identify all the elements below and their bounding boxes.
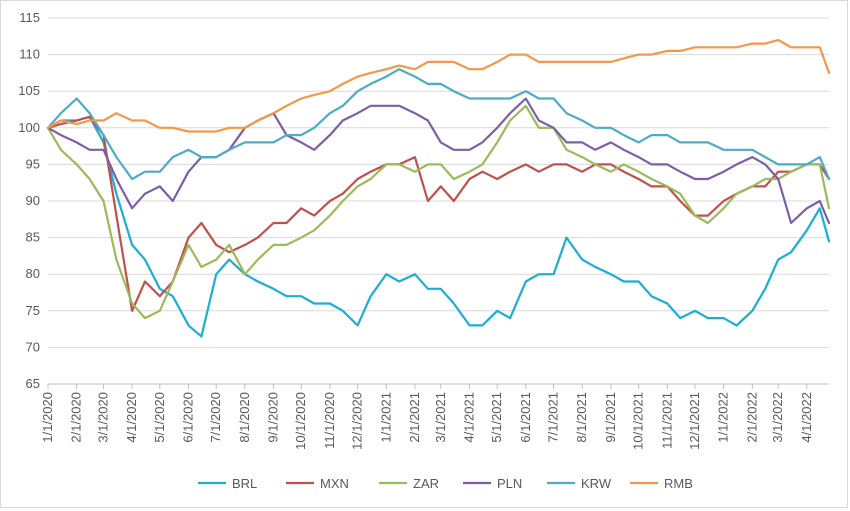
legend-label: ZAR [413,476,439,491]
series-line-mxn [46,115,831,312]
x-axis: 1/1/2020 2/1/2020 3/1/2020 4/1/2020 5/1/2020… [40,383,829,450]
gridlines [48,17,829,385]
legend-item-brl: BRL [198,476,257,491]
x-tick-label: 2/1/2021 [407,392,422,443]
x-tick-label: 12/1/2021 [687,392,702,450]
series-line-brl [46,115,831,338]
series-line-zar [46,104,831,320]
y-tick-label: 95 [26,156,40,171]
x-tick-label: 3/1/2021 [433,392,448,443]
series-lines [46,38,831,338]
y-tick-label: 115 [19,10,40,25]
legend-item-zar: ZAR [379,476,439,491]
x-tick-label: 9/1/2021 [603,392,618,443]
x-tick-label: 4/1/2022 [799,392,814,443]
x-tick-label: 6/1/2021 [518,392,533,443]
x-tick-label: 4/1/2020 [124,392,139,443]
series-line-rmb [46,38,831,133]
x-tick-label: 11/1/2020 [322,392,337,449]
series-line-krw [46,68,831,181]
x-tick-label: 1/1/2021 [378,392,393,443]
y-tick-label: 80 [26,266,40,281]
legend-label: PLN [497,476,522,491]
x-tick-label: 11/1/2021 [659,392,674,449]
legend-label: MXN [320,476,349,491]
x-tick-label: 12/1/2020 [350,392,365,450]
x-tick-label: 8/1/2020 [237,392,252,443]
x-tick-label: 7/1/2020 [208,392,223,443]
x-tick-label: 7/1/2021 [546,392,561,443]
y-tick-label: 75 [26,303,40,318]
series-line-pln [46,97,831,225]
y-tick-label: 90 [26,193,40,208]
x-tick-label: 6/1/2020 [180,392,195,443]
x-tick-label: 2/1/2020 [69,392,84,443]
legend: BRL MXN ZAR PLN KRW RMB [198,476,693,491]
x-tick-label: 1/1/2022 [716,392,731,443]
legend-item-rmb: RMB [630,476,693,491]
x-tick-label: 2/1/2022 [744,392,759,443]
x-tick-label: 8/1/2021 [574,392,589,443]
legend-label: KRW [581,476,612,491]
y-tick-label: 105 [18,83,40,98]
legend-item-krw: KRW [547,476,612,491]
y-tick-label: 65 [26,376,40,391]
x-tick-label: 3/1/2022 [770,392,785,443]
legend-item-mxn: MXN [286,476,349,491]
y-tick-label: 85 [26,230,40,245]
legend-label: RMB [664,476,693,491]
x-tick-label: 5/1/2020 [152,392,167,443]
y-tick-label: 100 [18,120,40,135]
x-tick-label: 10/1/2020 [293,392,308,450]
x-tick-label: 10/1/2021 [631,392,646,450]
y-tick-label: 110 [19,47,40,62]
x-tick-label: 9/1/2020 [266,392,281,443]
legend-item-pln: PLN [463,476,522,491]
x-tick-label: 3/1/2020 [95,392,110,443]
x-tick-label: 1/1/2020 [40,392,55,443]
y-tick-label: 70 [26,339,40,354]
y-axis: 65 70 75 80 85 90 95 100 105 110 115 [18,10,40,391]
x-tick-label: 4/1/2021 [461,392,476,443]
x-tick-label: 5/1/2021 [489,392,504,443]
legend-label: BRL [232,476,257,491]
